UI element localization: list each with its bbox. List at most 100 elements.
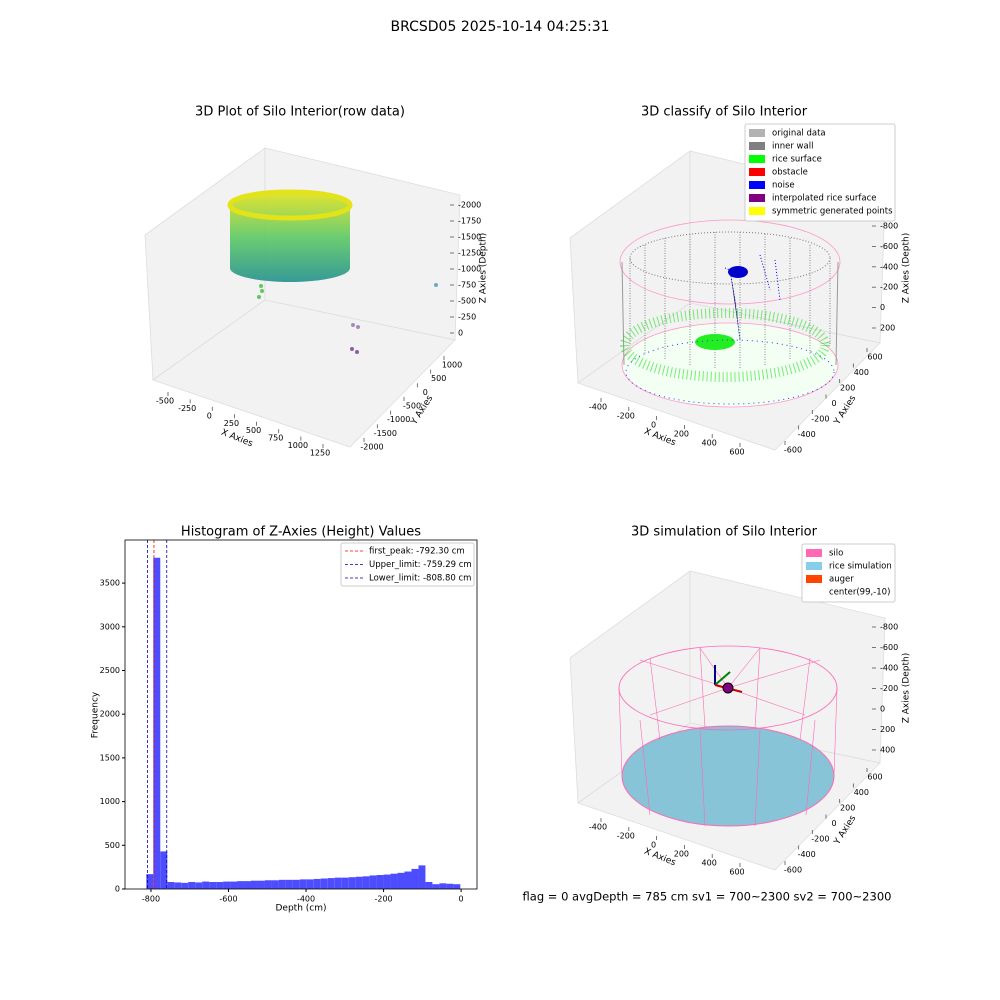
histogram-bar: [181, 882, 189, 889]
legend-label: original data: [772, 129, 826, 139]
plot-frame: [124, 539, 478, 890]
z-tick-label: -750: [458, 281, 476, 290]
panel-title: Histogram of Z-Axies (Height) Values: [181, 525, 421, 540]
histogram-bar: [341, 877, 349, 889]
y-tick-label: 1000: [100, 797, 120, 806]
legend-swatch: [749, 142, 765, 150]
y-tick-label: -2000: [360, 443, 383, 452]
z-tick-label: 400: [880, 746, 895, 755]
legend-box: [744, 123, 896, 222]
histogram-bar: [390, 873, 398, 889]
x-tick-label: -600: [219, 895, 237, 904]
y-tick-label: 0: [831, 399, 836, 408]
legend-label: symmetric generated points: [772, 207, 893, 217]
x-axis-label: X Axies: [643, 427, 678, 449]
y-tick-label: 0: [423, 388, 428, 397]
x-tick-label: -400: [589, 403, 607, 412]
x-tick-label: -200: [617, 412, 635, 421]
legend-swatch: [806, 588, 822, 596]
z-axis-label: Z Axies (Depth): [479, 233, 489, 304]
histogram-bar: [439, 883, 447, 889]
histogram-bar: [146, 874, 154, 889]
x-tick-label: 750: [268, 434, 283, 443]
x-tick-label: 0: [651, 421, 656, 430]
legend-box: [340, 542, 475, 587]
y-tick-label: 3000: [100, 622, 120, 631]
panel-title: 3D Plot of Silo Interior(row data): [195, 105, 405, 120]
y-tick-label: 400: [854, 368, 869, 377]
x-tick-label: 200: [674, 850, 689, 859]
x-axis-label: Depth (cm): [275, 904, 326, 914]
x-tick-label: -250: [178, 404, 196, 413]
z-tick-label: -1000: [458, 265, 481, 274]
legend-label: silo: [829, 549, 843, 559]
y-tick-label: 400: [854, 788, 869, 797]
y-axis-label: Frequency: [91, 691, 101, 738]
legend-box: [801, 543, 896, 603]
panel-title: 3D simulation of Silo Interior: [631, 525, 818, 540]
histogram-bar: [271, 880, 279, 889]
histogram-bar: [195, 882, 203, 889]
histogram-bar: [153, 557, 161, 889]
y-tick-label: 0: [831, 819, 836, 828]
histogram-bar: [285, 879, 293, 889]
z-tick-label: 0: [880, 303, 885, 312]
legend-label: center(99,-10): [829, 588, 890, 598]
y-tick-label: -400: [798, 430, 816, 439]
histogram-bar: [453, 884, 461, 889]
z-tick-label: 200: [880, 324, 895, 333]
x-tick-label: 0: [459, 895, 464, 904]
y-tick-label: 600: [867, 773, 882, 782]
x-tick-label: 600: [729, 448, 744, 457]
y-tick-label: 3500: [100, 579, 120, 588]
y-tick-label: 1500: [100, 753, 120, 762]
simulated-silo: [618, 645, 838, 827]
histogram-bar: [160, 851, 168, 889]
histogram-bar: [209, 882, 217, 889]
y-tick-label: -200: [811, 835, 829, 844]
x-tick-label: -200: [374, 895, 392, 904]
y-axis-label: Y Axies: [409, 394, 435, 428]
y-tick-label: 500: [105, 841, 120, 850]
legend-swatch: [806, 575, 822, 583]
x-tick-label: 1250: [310, 449, 330, 458]
y-tick-label: 500: [431, 374, 446, 383]
legend-swatch: [749, 129, 765, 137]
histogram-bar: [348, 877, 356, 889]
histogram-bar: [369, 875, 377, 889]
y-tick-label: -600: [784, 866, 802, 875]
z-tick-label: -1500: [458, 233, 481, 242]
legend-swatch: [749, 181, 765, 189]
x-tick-label: 600: [729, 868, 744, 877]
histogram-bar: [418, 865, 426, 889]
histogram-bar: [216, 882, 224, 889]
z-axis-label: Z Axies (Depth): [902, 653, 912, 724]
legend-label: inner wall: [772, 142, 813, 152]
legend-label: interpolated rice surface: [772, 194, 877, 204]
legend-swatch: [806, 549, 822, 557]
legend-swatch: [749, 194, 765, 202]
z-tick-label: -1250: [458, 249, 481, 258]
legend-swatch: [749, 207, 765, 215]
histogram-bar: [320, 878, 328, 889]
legend-swatch: [749, 168, 765, 176]
x-tick-label: 200: [674, 430, 689, 439]
y-tick-label: -400: [798, 850, 816, 859]
histogram-bar: [299, 879, 307, 889]
histogram-bar: [230, 881, 238, 889]
z-tick-label: -500: [458, 297, 476, 306]
legend-label: rice simulation: [829, 562, 892, 572]
histogram-bar: [174, 882, 182, 889]
histogram-bar: [244, 881, 251, 889]
y-tick-label: 2500: [100, 666, 120, 675]
x-tick-label: -400: [589, 823, 607, 832]
legend-label: Lower_limit: -808.80 cm: [369, 574, 471, 584]
z-tick-label: -2000: [458, 201, 481, 210]
legend-swatch: [806, 562, 822, 570]
histogram-bar: [355, 876, 363, 889]
histogram-bar: [264, 880, 272, 889]
figure-title: BRCSD05 2025-10-14 04:25:31: [390, 19, 609, 35]
legend-label: Upper_limit: -759.29 cm: [369, 560, 472, 570]
histogram-bar: [432, 884, 440, 889]
y-tick-label: -1500: [374, 429, 397, 438]
